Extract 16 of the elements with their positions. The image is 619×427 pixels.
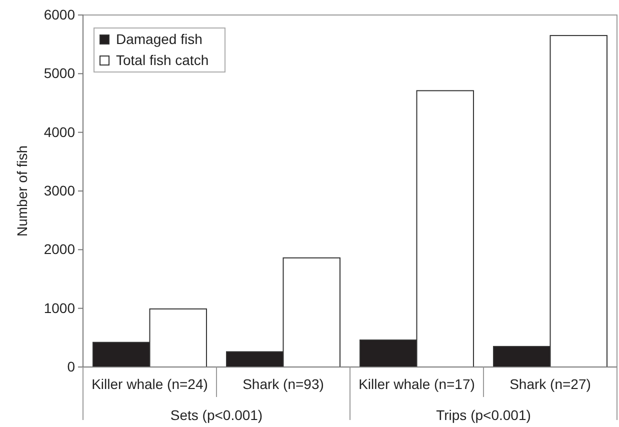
x-tick-label: Shark (n=93) (242, 376, 324, 392)
y-tick-label: 5000 (44, 65, 76, 82)
x-tick-label: Killer whale (n=17) (358, 376, 475, 392)
x-tick-label: Shark (n=27) (510, 376, 591, 392)
text: Trips (p<0.001) (436, 407, 531, 423)
y-tick-label: 3000 (44, 182, 76, 198)
y-axis-title: Number of fish (14, 145, 30, 237)
legend-label: Damaged fish (116, 31, 202, 47)
y-tick-label: 1000 (44, 300, 76, 316)
y-tick-label: 0 (67, 358, 76, 374)
y-tick-label: 2000 (44, 241, 76, 258)
text: Sets (p<0.001) (170, 407, 263, 423)
x-tick-label: Killer whale (n=24) (92, 376, 208, 392)
y-tick-label: 6000 (44, 6, 76, 22)
legend-label: Total fish catch (116, 52, 209, 68)
y-tick-label: 4000 (44, 124, 76, 140)
